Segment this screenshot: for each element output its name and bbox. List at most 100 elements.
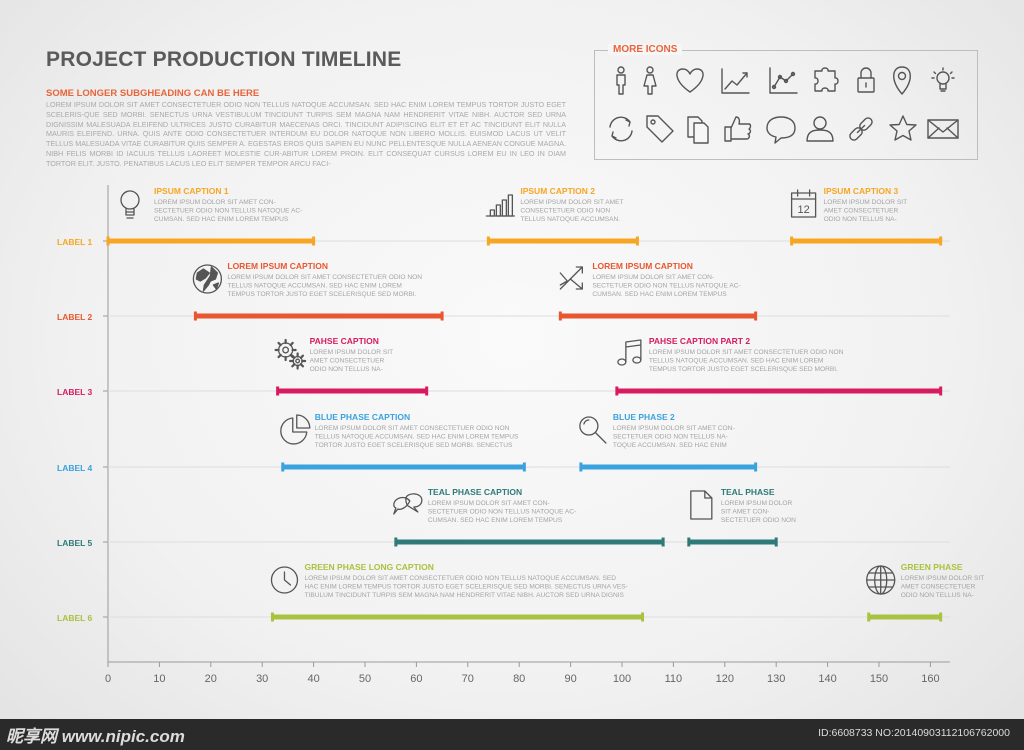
phase-description-line: TIBULUM TINCIDUNT TURPIS SEM MAGNA NAM H… <box>304 592 624 599</box>
phase-bar-end-cap <box>939 236 943 246</box>
row-label: LABEL 6 <box>57 613 93 623</box>
phase-description-line: AMET CONSECTETUER <box>824 208 899 215</box>
arrows-icon <box>559 266 583 290</box>
phase-description-line: LOREM IPSUM DOLOR <box>721 500 793 507</box>
phase-caption: GREEN PHASE LONG CAPTION <box>304 562 433 572</box>
chain-link-icon <box>849 117 873 141</box>
x-tick-label: 150 <box>870 673 888 685</box>
phase-bar <box>580 464 756 470</box>
speech-bubble-icon <box>766 116 796 144</box>
phase-bar <box>195 313 443 319</box>
phase-description-line: TELLUS NATOQUE ACCUMSAN. <box>520 216 620 223</box>
page-title: PROJECT PRODUCTION TIMELINE <box>46 48 402 71</box>
bar-chart-icon <box>485 194 516 217</box>
phase-description-line: HAC ENIM LOREM TEMPUS TORTOR JUSTO EGET … <box>304 584 627 591</box>
x-tick-label: 20 <box>205 673 217 685</box>
phase-description-line: LOREM IPSUM DOLOR SIT AMET CON- <box>592 274 714 281</box>
phase-description-line: LOREM IPSUM DOLOR SIT AMET CONSECTETUER … <box>315 425 510 432</box>
phase: TEAL PHASE LOREM IPSUM DOLOR SIT AMET CON-… <box>687 487 796 547</box>
row-label: LABEL 3 <box>57 387 93 397</box>
phase-description-line: SECTETUER ODIO NON TELLUS NATOQUE AC- <box>154 208 302 215</box>
phase-description-line: LOREM IPSUM DOLOR SIT AMET CON- <box>428 500 550 507</box>
phase-caption: TEAL PHASE CAPTION <box>428 487 522 497</box>
heart-icon <box>676 68 704 93</box>
watermark-logo: 昵享网 www.nipic.com <box>6 727 185 746</box>
phase-bar <box>791 238 941 244</box>
phase-description-line: LOREM IPSUM DOLOR SIT AMET CONSECTETUER … <box>304 575 616 582</box>
phase-bar-start-cap <box>281 462 285 472</box>
phase-description-line: LOREM IPSUM DOLOR SIT <box>901 575 985 582</box>
user-icon <box>806 116 834 142</box>
phase-caption: BLUE PHASE 2 <box>613 412 675 422</box>
phase-bar <box>282 464 525 470</box>
phase-caption: TEAL PHASE <box>721 487 775 497</box>
phase-bar-end-cap <box>522 462 526 472</box>
x-tick-label: 40 <box>307 673 319 685</box>
lightbulb-icon <box>931 67 955 92</box>
x-tick-label: 140 <box>818 673 836 685</box>
phase-bar-end-cap <box>754 311 758 321</box>
phase-bar-end-cap <box>440 311 444 321</box>
phase: PAHSE CAPTION LOREM IPSUM DOLOR SIT AMET C… <box>274 336 429 396</box>
phase: PAHSE CAPTION PART 2 LOREM IPSUM DOLOR SI… <box>615 336 943 396</box>
phase-bar <box>395 539 664 545</box>
gears-icon <box>274 338 307 370</box>
more-icons-title: MORE ICONS <box>608 44 683 55</box>
phase-bar-end-cap <box>774 537 778 547</box>
female-icon <box>643 66 657 95</box>
phase: GREEN PHASE LOREM IPSUM DOLOR SIT AMET CON… <box>866 562 985 622</box>
phase-description-line: AMET CONSECTETUER <box>310 358 385 365</box>
intro-paragraph: LOREM IPSUM DOLOR SIT AMET CONSECTETUER … <box>46 100 566 168</box>
phase-description-line: SECTETUER ODIO NON TELLUS NATOQUE AC- <box>592 283 740 290</box>
watermark-bar <box>0 719 1024 750</box>
phase-caption: IPSUM CAPTION 3 <box>824 186 899 196</box>
phase-description-line: TELLUS NATOQUE ACCUMSAN. SED HAC ENIM LO… <box>227 283 402 290</box>
phase-bar-start-cap <box>394 537 398 547</box>
phase-bar-start-cap <box>687 537 691 547</box>
phase-description-line: CUMSAN. SED HAC ENIM LOREM TEMPUS <box>154 216 289 223</box>
phase-bar-end-cap <box>635 236 639 246</box>
calendar-day-number: 12 <box>797 204 809 216</box>
phase: TEAL PHASE CAPTION LOREM IPSUM DOLOR SIT … <box>393 487 665 547</box>
phase-bar-end-cap <box>641 612 645 622</box>
star-icon <box>889 115 917 141</box>
phase-bar <box>560 313 756 319</box>
phase-bar-end-cap <box>754 462 758 472</box>
phase-bar-start-cap <box>270 612 274 622</box>
phase-caption: GREEN PHASE <box>901 562 963 572</box>
x-tick-label: 120 <box>716 673 734 685</box>
phase-bar <box>868 614 941 620</box>
more-icons-panel <box>594 50 978 160</box>
scatter-chart-icon <box>769 67 798 94</box>
row-label: LABEL 5 <box>57 538 93 548</box>
x-tick-label: 50 <box>359 673 371 685</box>
phase-bar <box>108 238 314 244</box>
x-tick-label: 100 <box>613 673 631 685</box>
phase-bar-start-cap <box>106 236 110 246</box>
phase-bar-start-cap <box>867 612 871 622</box>
phase-description-line: TEMPUS TORTOR JUSTO EGET SCELERISQUE SED… <box>227 291 416 298</box>
x-tick-label: 30 <box>256 673 268 685</box>
phase: LOREM IPSUM CAPTION LOREM IPSUM DOLOR SIT… <box>558 261 758 321</box>
phase-description-line: SECTETUER ODIO NON TELLUS NATOQUE AC- <box>428 509 576 516</box>
phase-bar-start-cap <box>486 236 490 246</box>
lock-icon <box>857 67 875 93</box>
phase-bar-end-cap <box>312 236 316 246</box>
x-tick-label: 60 <box>410 673 422 685</box>
refresh-icon <box>609 116 633 142</box>
phase-bar <box>277 388 427 394</box>
phase-bar-start-cap <box>276 386 280 396</box>
documents-icon <box>687 116 709 144</box>
phase-description-line: LOREM IPSUM DOLOR SIT AMET <box>520 199 623 206</box>
phase-caption: IPSUM CAPTION 2 <box>520 186 595 196</box>
tag-icon <box>646 115 674 143</box>
globe-icon <box>866 565 896 595</box>
clock-icon <box>270 566 299 594</box>
phase-bar-end-cap <box>661 537 665 547</box>
envelope-icon <box>927 119 959 139</box>
x-tick-label: 0 <box>105 673 111 685</box>
phase-bar <box>688 539 777 545</box>
phase: 12 IPSUM CAPTION 3 LOREM IPSUM DOLOR SIT AM… <box>790 186 943 246</box>
phase-description-line: ODIO NON TELLUS NA- <box>310 366 383 373</box>
